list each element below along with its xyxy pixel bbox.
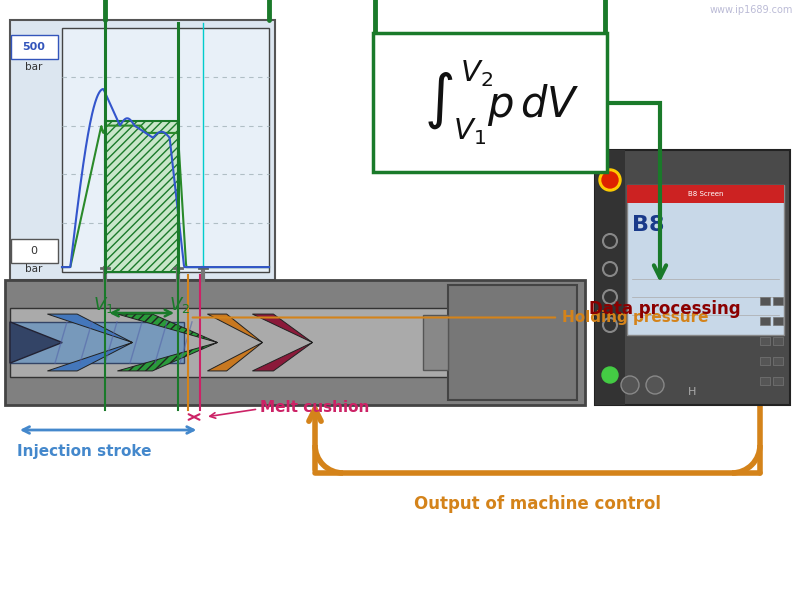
Polygon shape: [207, 314, 262, 371]
Text: Data processing: Data processing: [589, 300, 741, 318]
FancyBboxPatch shape: [11, 239, 58, 263]
Text: bar: bar: [26, 62, 42, 72]
Polygon shape: [47, 314, 133, 371]
Circle shape: [599, 169, 621, 191]
Text: B8: B8: [632, 215, 665, 235]
Bar: [760, 377, 770, 385]
Text: Injection stroke: Injection stroke: [17, 444, 151, 459]
Text: 500: 500: [22, 42, 46, 52]
Bar: [773, 337, 783, 345]
Circle shape: [602, 367, 618, 383]
Bar: [106, 121, 178, 272]
Bar: [760, 297, 770, 305]
Text: Output of machine control: Output of machine control: [414, 495, 661, 513]
Bar: [773, 357, 783, 365]
Bar: [10, 322, 184, 363]
Text: B8 Screen: B8 Screen: [688, 191, 723, 197]
FancyBboxPatch shape: [373, 33, 607, 172]
Bar: [422, 315, 448, 370]
Bar: [5, 280, 585, 405]
Bar: [448, 285, 577, 400]
Bar: [773, 297, 783, 305]
Bar: [760, 317, 770, 325]
Text: bar: bar: [26, 264, 42, 274]
Bar: [773, 377, 783, 385]
Text: $V_2$: $V_2$: [170, 295, 190, 315]
Polygon shape: [10, 322, 62, 363]
Circle shape: [602, 172, 618, 188]
Text: H: H: [688, 387, 696, 397]
Text: 0: 0: [30, 246, 38, 256]
Bar: [10, 20, 275, 280]
Circle shape: [621, 376, 639, 394]
Bar: [62, 28, 269, 272]
Text: $V_1$: $V_1$: [93, 295, 114, 315]
Bar: [760, 337, 770, 345]
Polygon shape: [253, 314, 313, 371]
Bar: [627, 185, 784, 203]
Bar: [595, 150, 790, 405]
Polygon shape: [118, 314, 218, 371]
FancyBboxPatch shape: [11, 35, 58, 59]
Bar: [595, 150, 625, 405]
Bar: [627, 185, 784, 335]
Text: Melt cushion: Melt cushion: [260, 400, 370, 415]
Bar: [773, 317, 783, 325]
Text: Holding pressure: Holding pressure: [562, 310, 709, 325]
Circle shape: [646, 376, 664, 394]
Text: $\int_{V_1}^{V_2}\! p\, dV$: $\int_{V_1}^{V_2}\! p\, dV$: [424, 58, 579, 147]
Bar: [760, 357, 770, 365]
Bar: [10, 308, 575, 377]
Text: www.ip1689.com: www.ip1689.com: [710, 5, 793, 15]
